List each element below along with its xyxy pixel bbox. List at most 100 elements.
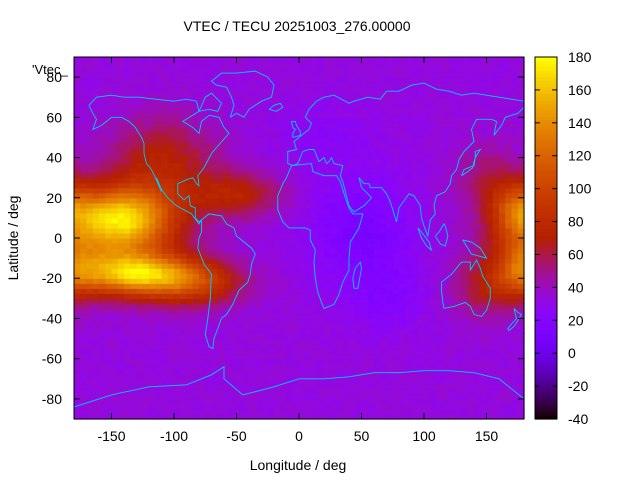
heatmap-cell [99,82,106,88]
heatmap-cell [236,57,244,63]
heatmap-cell [149,263,156,269]
heatmap-cell [186,398,194,405]
heatmap-cell [392,107,400,113]
heatmap-cell [149,408,156,415]
heatmap-cell [424,172,431,179]
heatmap-cell [430,147,438,154]
heatmap-cell [242,137,250,144]
heatmap-cell [374,102,381,108]
heatmap-cell [467,152,475,159]
heatmap-cell [199,137,206,144]
heatmap-cell [480,278,488,284]
heatmap-cell [299,167,306,174]
heatmap-cell [86,313,94,320]
heatmap-cell [199,298,206,304]
heatmap-cell [274,67,281,73]
heatmap-cell [486,187,494,194]
heatmap-cell [149,92,156,98]
heatmap-cell [286,232,294,239]
heatmap-cell [217,182,225,189]
heatmap-cell [324,127,331,134]
heatmap-cell [330,273,338,279]
heatmap-cell [111,238,119,244]
heatmap-cell [211,62,219,68]
heatmap-cell [130,278,138,284]
heatmap-cell [292,87,300,93]
heatmap-cell [299,268,306,274]
heatmap-cell [492,383,500,390]
heatmap-cell [392,182,400,189]
heatmap-cell [305,202,313,209]
heatmap-cell [136,408,144,415]
heatmap-cell [217,373,225,380]
heatmap-cell [155,268,163,274]
heatmap-cell [374,348,381,355]
heatmap-cell [161,177,169,184]
heatmap-cell [405,112,413,118]
heatmap-cell [330,57,338,63]
heatmap-cell [117,373,125,380]
heatmap-cell [461,413,469,420]
heatmap-cell [430,127,438,134]
heatmap-cell [92,403,100,410]
heatmap-cell [342,182,350,189]
heatmap-cell [180,243,188,249]
heatmap-cell [117,333,125,340]
heatmap-cell [349,238,356,244]
heatmap-cell [80,222,88,229]
heatmap-cell [455,273,463,279]
heatmap-cell [274,258,281,264]
heatmap-cell [274,87,281,93]
heatmap-cell [461,348,469,355]
heatmap-cell [217,388,225,395]
heatmap-cell [261,187,269,194]
heatmap-cell [367,122,375,128]
heatmap-cell [130,172,138,179]
heatmap-cell [142,177,150,184]
heatmap-cell [105,232,113,239]
heatmap-cell [186,167,194,174]
heatmap-cell [249,162,256,169]
heatmap-cell [255,288,263,294]
heatmap-cell [386,232,394,239]
heatmap-cell [217,192,225,199]
heatmap-cell [149,227,156,234]
heatmap-cell [424,328,431,335]
heatmap-cell [174,142,181,149]
heatmap-cell [299,232,306,239]
heatmap-cell [74,112,81,118]
heatmap-cell [105,207,113,214]
heatmap-cell [217,162,225,169]
heatmap-cell [349,268,356,274]
heatmap-cell [411,117,419,123]
heatmap-cell [105,278,113,284]
heatmap-cell [142,77,150,83]
heatmap-cell [92,97,100,103]
heatmap-cell [380,403,388,410]
heatmap-cell [124,172,131,179]
heatmap-cell [149,363,156,370]
heatmap-cell [499,162,506,169]
heatmap-cell [311,343,319,350]
heatmap-cell [86,177,94,184]
heatmap-cell [336,413,344,420]
heatmap-cell [436,207,444,214]
heatmap-cell [386,142,394,149]
heatmap-cell [242,378,250,385]
heatmap-cell [117,142,125,149]
heatmap-cell [186,358,194,365]
heatmap-cell [380,393,388,400]
heatmap-cell [230,328,238,335]
heatmap-cell [305,253,313,259]
heatmap-cell [86,167,94,174]
heatmap-cell [286,303,294,309]
heatmap-cell [349,298,356,304]
heatmap-cell [386,348,394,355]
heatmap-cell [92,122,100,128]
heatmap-cell [155,87,163,93]
heatmap-cell [86,363,94,370]
heatmap-cell [286,152,294,159]
heatmap-cell [474,207,481,214]
heatmap-cell [99,67,106,73]
heatmap-cell [442,368,450,375]
